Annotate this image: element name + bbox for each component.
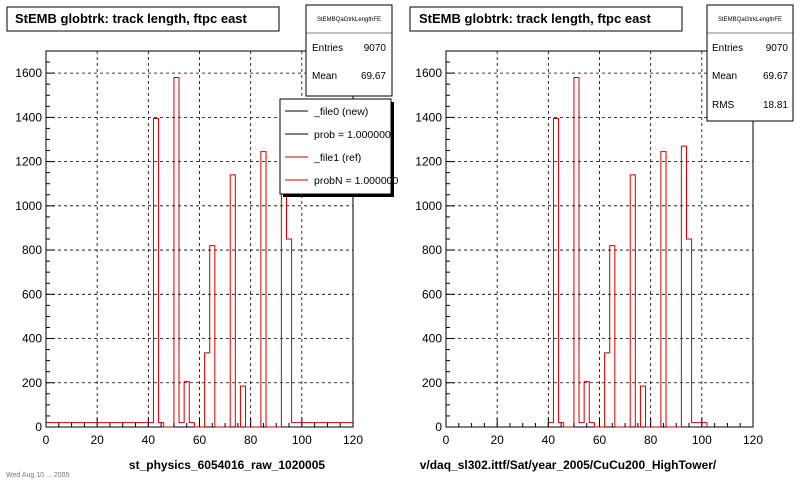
x-tick-label: 0	[443, 433, 450, 447]
stats-name: StEMBQaGtrkLengthFE	[718, 17, 782, 23]
x-tick-label: 80	[644, 433, 658, 447]
x-tick-label: 120	[743, 433, 763, 447]
stats-entries-value: 9070	[766, 43, 789, 54]
legend-entry: prob = 1.000000	[314, 129, 391, 141]
x-tick-label: 40	[542, 433, 556, 447]
y-tick-label: 1200	[415, 155, 442, 169]
y-tick-label: 200	[422, 376, 442, 390]
x-axis-label: st_physics_6054016_raw_1020005	[129, 458, 325, 472]
title-box	[409, 6, 683, 32]
stats-mean-label: Mean	[312, 71, 337, 82]
legend: _file0 (new) prob = 1.000000 _file1 (ref…	[279, 98, 399, 197]
stats-mean-label: Mean	[712, 71, 737, 82]
x-tick-label: 100	[292, 433, 312, 447]
legend-entry: _file1 (ref)	[313, 152, 361, 164]
x-tick-label: 80	[244, 433, 258, 447]
y-tick-label: 1600	[415, 66, 442, 80]
x-tick-label: 100	[692, 433, 712, 447]
y-tick-label: 1400	[415, 110, 442, 124]
stats-mean-value: 69.67	[361, 71, 386, 82]
histogram-series	[547, 77, 708, 428]
histogram-bars	[45, 77, 354, 428]
stats-box: StEMBQaGtrkLengthFE Entries 9070 Mean 69…	[305, 4, 393, 97]
stats-rms-label: RMS	[712, 100, 735, 111]
footer-timestamp: Wed Aug 10 ... 2005	[6, 472, 69, 479]
grid-lines	[446, 51, 753, 427]
y-tick-label: 1600	[15, 66, 42, 80]
y-tick-label: 0	[35, 420, 42, 434]
stats-box: StEMBQaGtrkLengthFE Entries 9070 Mean 69…	[706, 4, 794, 122]
y-tick-label: 1200	[15, 155, 42, 169]
y-axis: 0 200 400 600 800 1000 1200 1400 1600	[15, 50, 55, 434]
legend-entry: _file0 (new)	[313, 106, 368, 118]
y-tick-label: 1000	[415, 199, 442, 213]
histogram-bars	[547, 77, 708, 428]
y-tick-label: 800	[22, 243, 42, 257]
legend-entry: probN = 1.000000	[314, 175, 399, 187]
histogram-panel-right: StEMB globtrk: track length, ftpc east 0…	[409, 4, 794, 472]
y-tick-label: 1400	[15, 110, 42, 124]
x-tick-label: 0	[43, 433, 50, 447]
x-tick-label: 120	[343, 433, 363, 447]
x-tick-label: 20	[490, 433, 504, 447]
title-box	[6, 6, 280, 32]
y-tick-label: 400	[422, 332, 442, 346]
y-tick-label: 200	[22, 376, 42, 390]
x-tick-label: 60	[193, 433, 207, 447]
stats-entries-value: 9070	[364, 43, 387, 54]
stats-entries-label: Entries	[312, 43, 343, 54]
y-tick-label: 600	[422, 287, 442, 301]
y-tick-label: 600	[22, 287, 42, 301]
y-tick-label: 400	[22, 332, 42, 346]
x-axis: 0 20 40 60 80 100 120	[443, 418, 763, 447]
chart-title: StEMB globtrk: track length, ftpc east	[15, 11, 248, 26]
x-axis: 0 20 40 60 80 100 120	[43, 418, 363, 447]
stats-name: StEMBQaGtrkLengthFE	[317, 17, 381, 23]
x-tick-label: 40	[142, 433, 156, 447]
x-axis-label: v/daq_sl302.ittf/Sat/year_2005/CuCu200_H…	[420, 458, 717, 472]
x-tick-label: 20	[90, 433, 104, 447]
x-tick-label: 60	[593, 433, 607, 447]
y-tick-label: 1000	[15, 199, 42, 213]
y-tick-label: 800	[422, 243, 442, 257]
stats-rms-value: 18.81	[763, 100, 788, 111]
histogram-panel-left: StEMB globtrk: track length, ftpc east 0…	[6, 4, 399, 472]
y-tick-label: 0	[435, 420, 442, 434]
y-axis: 0 200 400 600 800 1000 1200 1400 1600	[415, 50, 455, 434]
stats-mean-value: 69.67	[763, 71, 788, 82]
histogram-series	[45, 77, 354, 428]
chart-title: StEMB globtrk: track length, ftpc east	[419, 11, 652, 26]
stats-entries-label: Entries	[712, 43, 743, 54]
